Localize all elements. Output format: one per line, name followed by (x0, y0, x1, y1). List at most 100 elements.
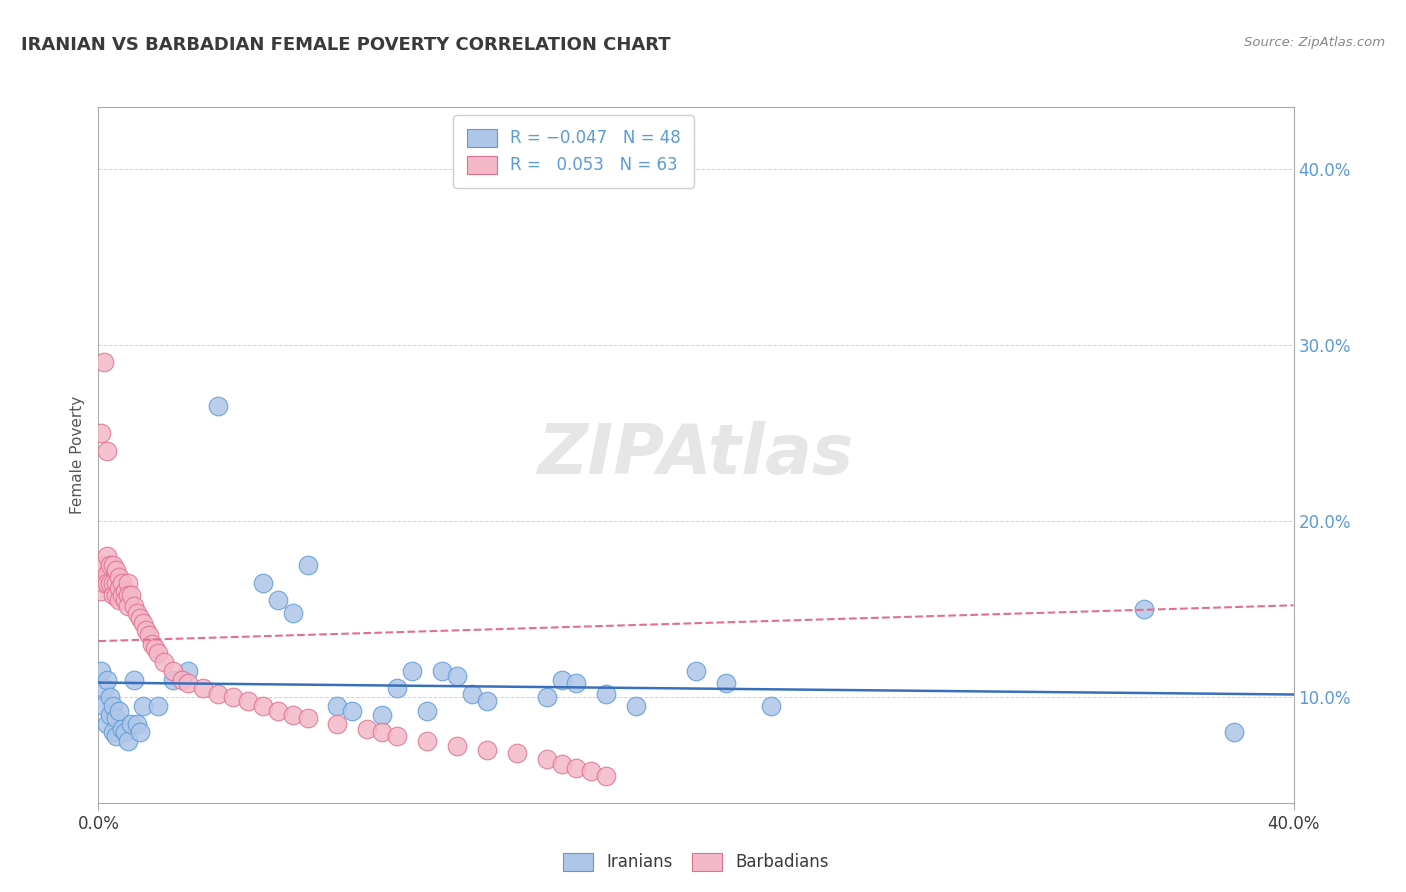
Point (297, 558, 319, 572)
Point (105, 588, 128, 602)
Point (117, 599, 139, 613)
Point (371, 725, 394, 739)
Point (550, 673, 572, 687)
Point (138, 628, 160, 642)
Point (114, 725, 136, 739)
Point (356, 722, 378, 736)
Point (252, 698, 274, 713)
Point (207, 687, 229, 701)
Point (252, 575, 274, 590)
Point (132, 698, 155, 713)
Point (475, 743, 498, 757)
Point (191, 681, 214, 696)
Point (93, 698, 115, 713)
Point (207, 400, 229, 414)
Point (401, 664, 423, 678)
Point (114, 584, 136, 599)
Point (127, 606, 149, 620)
Point (98, 575, 122, 590)
Point (565, 676, 588, 690)
Text: IRANIAN VS BARBADIAN FEMALE POVERTY CORRELATION CHART: IRANIAN VS BARBADIAN FEMALE POVERTY CORR… (21, 36, 671, 54)
Point (581, 764, 603, 778)
Point (111, 722, 134, 736)
Point (281, 606, 304, 620)
Point (685, 664, 707, 678)
Point (108, 570, 131, 584)
Point (98, 690, 122, 705)
Point (129, 611, 152, 625)
Point (342, 704, 364, 718)
Point (96, 716, 118, 731)
Point (103, 698, 125, 713)
Point (506, 747, 529, 761)
Point (93, 355, 115, 369)
Point (90, 664, 112, 678)
Point (1223, 725, 1246, 739)
Point (153, 655, 176, 669)
Point (536, 690, 558, 705)
Point (1133, 602, 1156, 616)
Y-axis label: Female Poverty: Female Poverty (70, 396, 86, 514)
Point (759, 698, 782, 713)
Point (385, 681, 409, 696)
Point (177, 676, 200, 690)
Point (103, 725, 125, 739)
Point (124, 599, 146, 613)
Point (108, 593, 131, 607)
Point (105, 563, 128, 577)
Point (93, 558, 115, 572)
Point (177, 664, 200, 678)
Point (148, 698, 170, 713)
Point (129, 725, 152, 739)
Point (93, 575, 115, 590)
Point (93, 681, 115, 696)
Point (162, 664, 184, 678)
Point (135, 623, 157, 637)
Point (162, 673, 184, 687)
Point (105, 575, 128, 590)
Point (595, 769, 617, 783)
Point (111, 575, 134, 590)
Point (117, 575, 139, 590)
Point (90, 584, 112, 599)
Point (416, 734, 439, 748)
Point (446, 739, 468, 754)
Point (148, 646, 170, 660)
Point (96, 566, 118, 581)
Point (475, 693, 498, 707)
Point (172, 673, 194, 687)
Point (416, 704, 439, 718)
Point (103, 575, 125, 590)
Point (143, 640, 166, 655)
Point (536, 752, 558, 766)
Point (595, 687, 617, 701)
Point (565, 761, 588, 775)
Point (446, 669, 468, 683)
Point (714, 676, 737, 690)
Point (96, 549, 118, 564)
Point (90, 566, 112, 581)
Text: Source: ZipAtlas.com: Source: ZipAtlas.com (1244, 36, 1385, 49)
Point (430, 664, 453, 678)
Point (108, 581, 131, 595)
Point (297, 711, 319, 725)
Text: ZIPAtlas: ZIPAtlas (538, 421, 853, 489)
Point (326, 716, 349, 731)
Point (626, 698, 648, 713)
Point (141, 637, 163, 651)
Point (281, 707, 304, 722)
Point (103, 558, 125, 572)
Point (105, 711, 128, 725)
Point (114, 593, 136, 607)
Point (267, 593, 290, 607)
Point (124, 673, 146, 687)
Legend: Iranians, Barbadians: Iranians, Barbadians (555, 846, 837, 878)
Point (96, 443, 118, 458)
Point (96, 673, 118, 687)
Point (103, 588, 125, 602)
Point (127, 716, 149, 731)
Point (90, 425, 112, 440)
Point (120, 716, 142, 731)
Point (117, 588, 139, 602)
Point (96, 575, 118, 590)
